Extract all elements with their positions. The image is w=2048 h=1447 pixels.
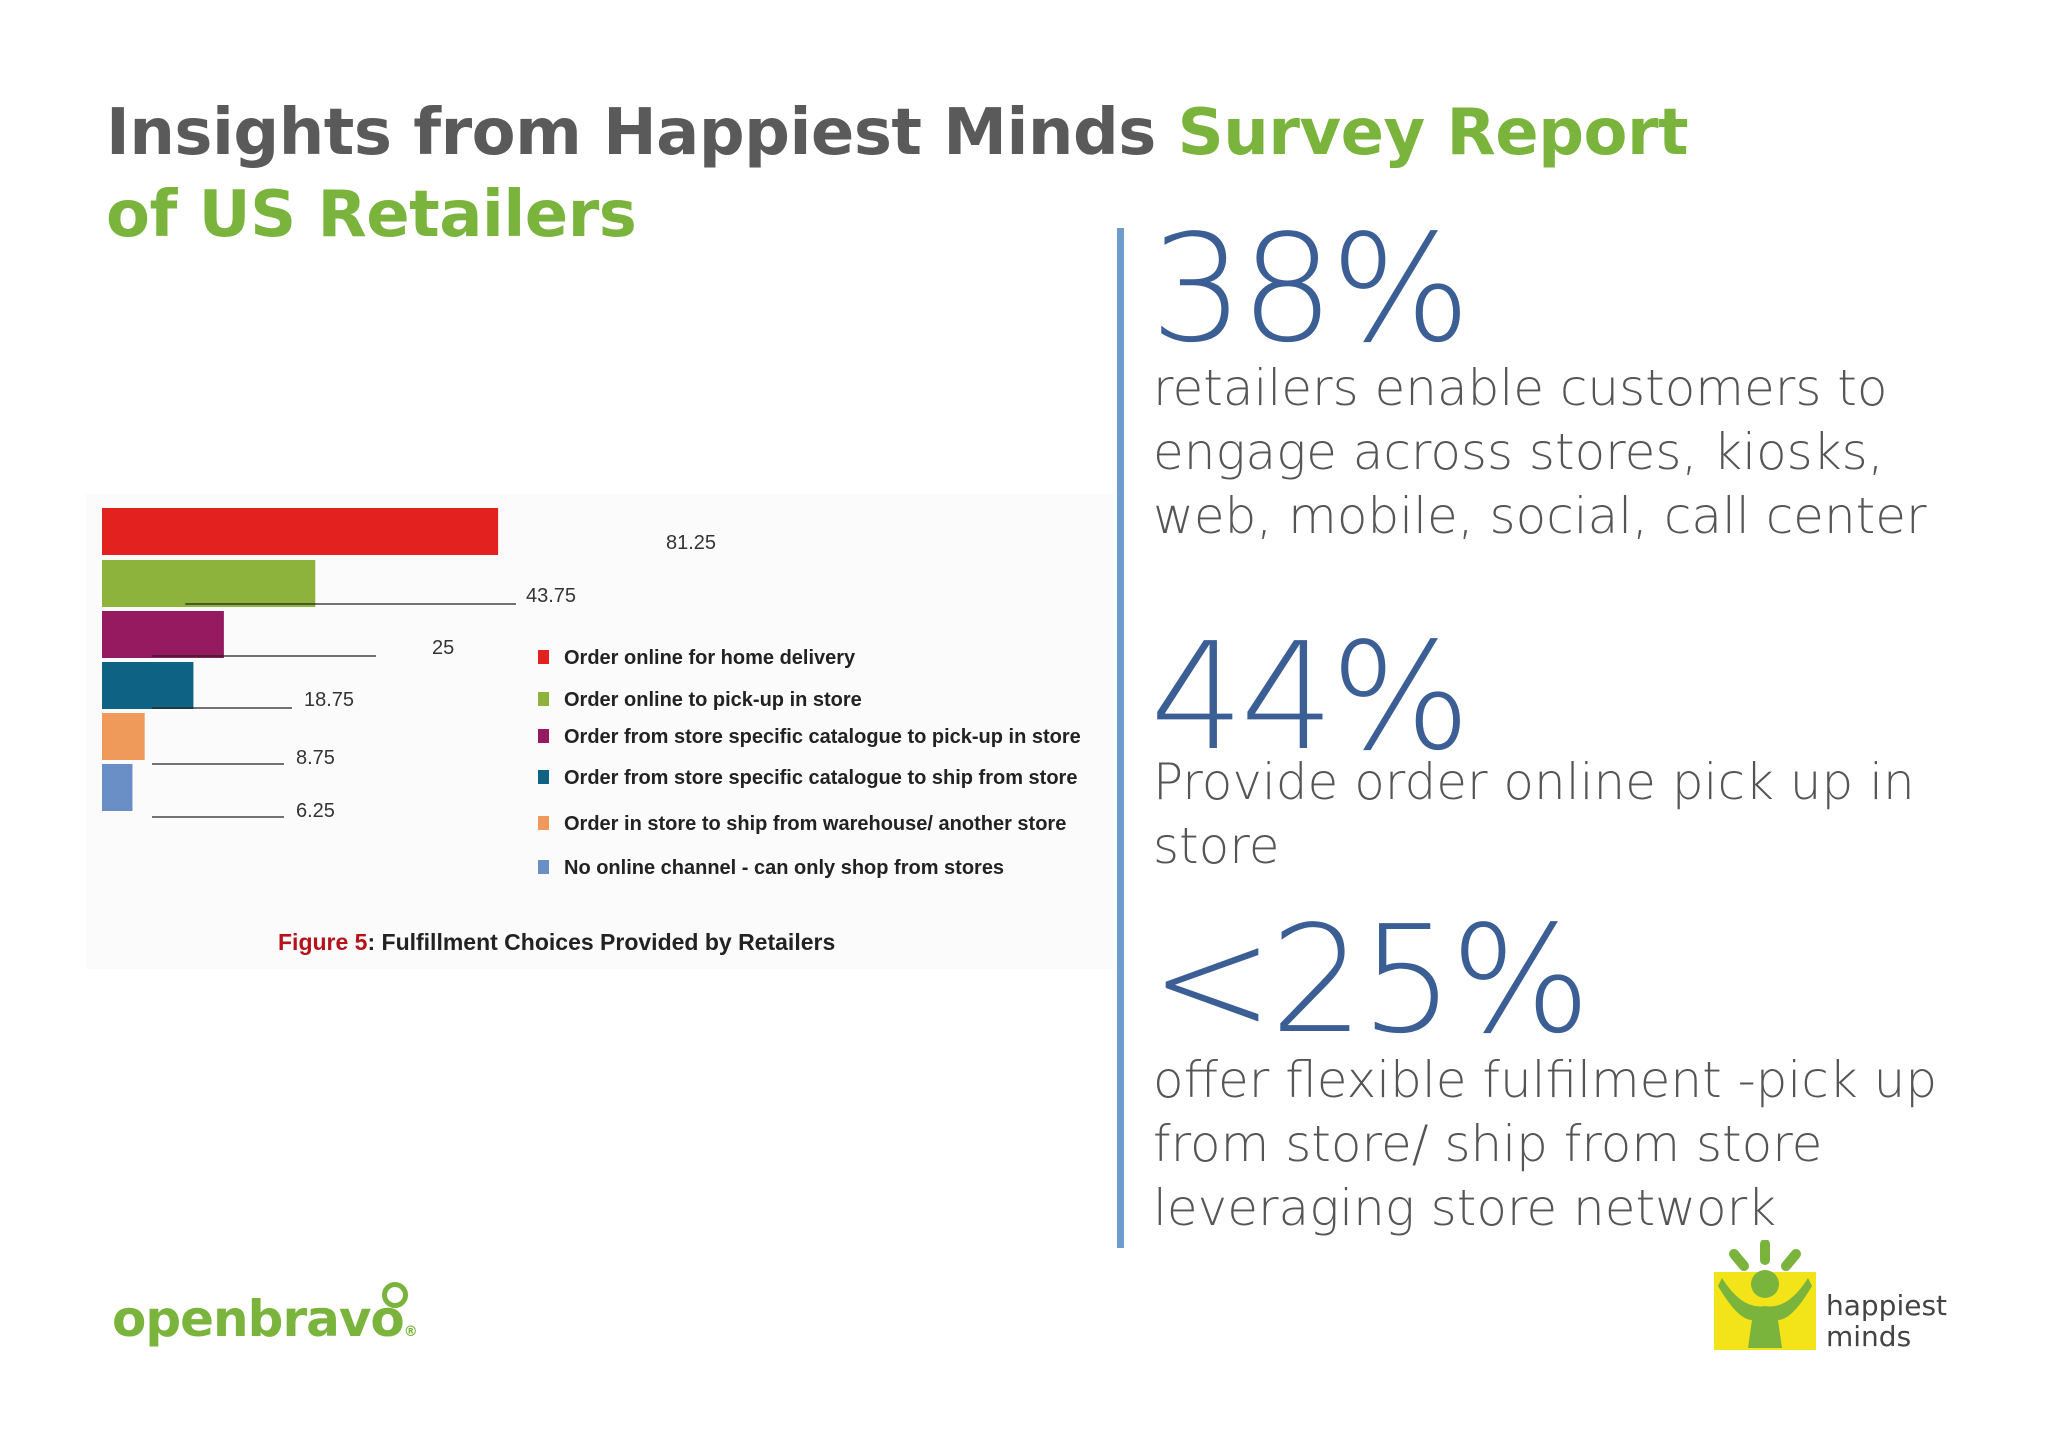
legend-swatch-4 — [538, 816, 549, 830]
fulfillment-chart: 81.25 43.75 25 18.75 8.75 6.25 Order online fo… — [102, 508, 1081, 955]
legend-label-2: Order from store specific catalogue to p… — [564, 726, 1081, 748]
stat-1-number: 38% — [1150, 203, 1471, 375]
legend-swatch-5 — [538, 860, 549, 874]
title-part2: Survey Report of US Retailers — [106, 96, 1689, 252]
stat-2-text: Provide order online pick up in store — [1153, 753, 1915, 875]
bar-2 — [102, 611, 224, 658]
happiest-minds-logo-icon — [1714, 1240, 1816, 1350]
value-label-0: 81.25 — [666, 532, 716, 554]
bar-5 — [102, 764, 133, 811]
openbravo-logo-text: openbravo — [112, 1290, 405, 1348]
value-label-3: 18.75 — [304, 689, 354, 711]
legend-swatch-3 — [538, 770, 549, 784]
stat-3-text: offer flexible fulfilment -pick up from … — [1153, 1051, 1938, 1237]
openbravo-logo-mark — [382, 1282, 408, 1308]
fulfillment-chart-panel: 81.25 43.75 25 18.75 8.75 6.25 Order online fo… — [86, 494, 1114, 969]
legend-label-4: Order in store to ship from warehouse/ a… — [564, 813, 1066, 835]
legend-label-3: Order from store specific catalogue to s… — [564, 767, 1077, 789]
bar-1 — [102, 560, 316, 607]
legend-swatch-1 — [538, 692, 549, 706]
legend-label-0: Order online for home delivery — [564, 647, 856, 669]
title-part1: Insights from Happiest Minds — [106, 96, 1178, 170]
stat-3-number: <25% — [1150, 894, 1591, 1066]
bar-3 — [102, 662, 194, 709]
stat-1-text: retailers enable customers to engage acr… — [1153, 359, 1927, 545]
page-title: Insights from Happiest Minds Survey Repo… — [106, 92, 1726, 256]
value-label-5: 6.25 — [296, 800, 335, 822]
legend-label-1: Order online to pick-up in store — [564, 689, 862, 711]
chart-caption-text: : Fulfillment Choices Provided by Retail… — [367, 929, 835, 955]
stat-2-number: 44% — [1150, 611, 1471, 783]
openbravo-logo: openbravo® — [112, 1290, 418, 1348]
legend-swatch-0 — [538, 650, 549, 664]
chart-caption-prefix: Figure 5 — [278, 929, 368, 955]
bar-4 — [102, 713, 145, 760]
value-label-2: 25 — [432, 637, 454, 659]
value-label-4: 8.75 — [296, 747, 335, 769]
legend-label-5: No online channel - can only shop from s… — [564, 857, 1004, 879]
value-label-1: 43.75 — [526, 585, 576, 607]
legend-swatch-2 — [538, 729, 549, 743]
happiest-minds-logo-text: happiest minds — [1826, 1289, 1948, 1353]
bar-0 — [102, 508, 499, 555]
chart-caption: Figure 5: Fulfillment Choices Provided b… — [278, 929, 835, 955]
vertical-divider — [1117, 228, 1124, 1248]
